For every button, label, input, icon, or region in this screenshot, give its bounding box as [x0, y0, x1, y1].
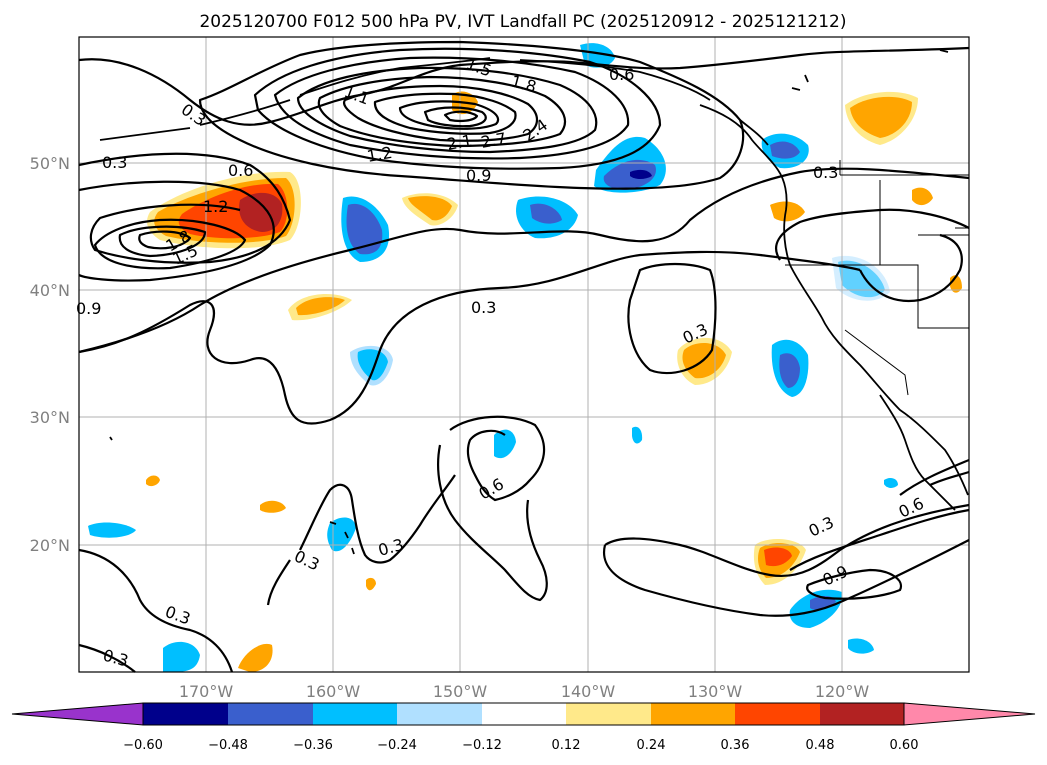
- pv-negative-a-inner: [346, 203, 383, 255]
- colorbar-bin: [143, 703, 228, 725]
- lon-tick-label: 140°W: [561, 682, 616, 701]
- colorbar-label: −0.36: [293, 738, 333, 753]
- lon-tick-label: 150°W: [433, 682, 488, 701]
- pv-negative-f-inner: [779, 353, 800, 388]
- pv-positive-j: [260, 500, 286, 513]
- pv-positive-b: [408, 196, 452, 221]
- pv-positive-l: [238, 643, 273, 672]
- pv-negative-c-core: [630, 169, 652, 179]
- colorbar-label: −0.12: [462, 738, 502, 753]
- colorbar-label: 0.60: [890, 738, 919, 753]
- contour-label: 0.3: [471, 298, 496, 317]
- pv-negative-j: [327, 517, 356, 552]
- lat-tick-label: 20°N: [30, 536, 70, 555]
- colorbar-label: 0.36: [721, 738, 750, 753]
- map-frame: [78, 36, 970, 673]
- lat-tick-label: 30°N: [30, 408, 70, 427]
- pv-contours: [78, 40, 970, 673]
- colorbar-label: −0.24: [377, 738, 417, 753]
- shaded-anomalies: [88, 43, 962, 672]
- pv-negative-c-inner: [603, 159, 656, 190]
- colorbar-bin: [482, 703, 566, 725]
- pv-positive-g: [912, 187, 933, 206]
- colorbar: −0.60 −0.48 −0.36 −0.24 −0.12 0.12 0.24 …: [11, 702, 1036, 753]
- pv-positive-e: [770, 201, 805, 222]
- colorbar-bin: [228, 703, 313, 725]
- contour-label: 1.2: [203, 197, 228, 216]
- colorbar-bin: [735, 703, 820, 725]
- colorbar-label: 0.12: [552, 738, 581, 753]
- contour-labels: 0.3 0.6 0.9 1.2 1.5 1.8 0.6 0.9 1.2 1.5 …: [76, 54, 927, 671]
- colorbar-extend-min: [11, 702, 144, 726]
- contour-label: 0.9: [466, 166, 491, 185]
- lat-tick-label: 40°N: [30, 281, 70, 300]
- lon-tick-label: 160°W: [306, 682, 361, 701]
- colorbar-frame: [142, 702, 905, 726]
- contour-label: 0.3: [102, 153, 127, 172]
- pv-negative-g: [494, 429, 516, 459]
- graticule: [79, 37, 969, 672]
- pv-negative-coast-inner: [770, 141, 800, 159]
- longitude-labels: 170°W 160°W 150°W 140°W 130°W 120°W: [179, 682, 870, 701]
- pv-negative-i: [88, 522, 136, 538]
- lon-tick-label: 120°W: [815, 682, 870, 701]
- contour-label: 0.6: [609, 65, 634, 84]
- lon-tick-label: 170°W: [179, 682, 234, 701]
- contour-label: 0.9: [76, 299, 101, 318]
- contour-label: 2.7: [479, 129, 507, 152]
- colorbar-extend-max: [903, 702, 1036, 726]
- figure-title: 2025120700 F012 500 hPa PV, IVT Landfall…: [199, 12, 846, 32]
- pv-positive-m-core: [764, 547, 792, 567]
- pv-positive-f: [850, 96, 912, 138]
- pv-negative-m: [848, 638, 874, 654]
- pv-positive-k: [366, 577, 376, 591]
- contour-label: 1.2: [365, 143, 393, 166]
- lat-tick-label: 50°N: [30, 154, 70, 173]
- lon-tick-label: 130°W: [688, 682, 743, 701]
- latitude-labels: 50°N 40°N 30°N 20°N: [30, 154, 70, 555]
- contour-label: 0.6: [228, 161, 253, 180]
- colorbar-label: −0.60: [123, 738, 163, 753]
- colorbar-bin: [820, 703, 904, 725]
- colorbar-bin: [397, 703, 482, 725]
- contour-label: 2.1: [445, 131, 473, 154]
- colorbar-label: −0.48: [208, 738, 248, 753]
- pv-negative-e: [357, 349, 388, 381]
- colorbar-label: 0.24: [637, 738, 666, 753]
- pv-negative-b-inner: [530, 203, 562, 224]
- colorbar-bin: [651, 703, 735, 725]
- pv-negative-h: [632, 426, 643, 444]
- pv-negative-k: [163, 641, 200, 672]
- contour-label: 0.3: [813, 163, 838, 182]
- colorbar-bin: [313, 703, 397, 725]
- colorbar-bin: [566, 703, 651, 725]
- colorbar-label: 0.48: [806, 738, 835, 753]
- pv-positive-i: [146, 475, 160, 487]
- pv-negative-n: [884, 477, 898, 488]
